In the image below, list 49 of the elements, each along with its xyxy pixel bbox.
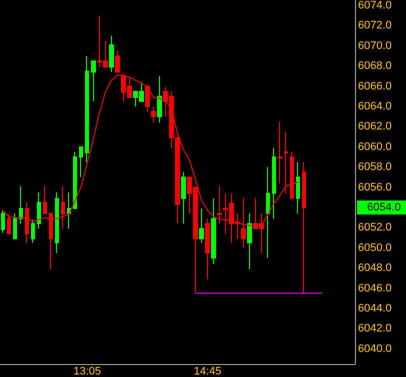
candlestick xyxy=(199,208,204,244)
y-tick-label: 6066.0 xyxy=(358,80,392,92)
candlestick xyxy=(290,151,294,199)
candlestick xyxy=(145,86,150,112)
candlestick xyxy=(91,60,96,102)
candlestick xyxy=(296,162,300,214)
candlestick xyxy=(211,198,216,265)
candlestick xyxy=(43,186,47,214)
x-tick-label: 14:45 xyxy=(194,366,222,377)
y-tick-label: 6058.0 xyxy=(358,161,392,174)
candlestick xyxy=(67,192,71,230)
candlestick xyxy=(272,147,276,220)
y-tick-label: 6072.0 xyxy=(358,20,392,32)
y-tick-label: 6068.0 xyxy=(358,60,392,72)
candlestick xyxy=(79,146,83,178)
candlestick xyxy=(73,151,77,209)
candlestick xyxy=(278,121,282,184)
y-tick-label: 6074.0 xyxy=(358,0,392,12)
y-tick-label: 6060.0 xyxy=(358,140,392,153)
candlestick xyxy=(115,50,120,73)
y-tick-label: 6050.0 xyxy=(358,242,392,254)
candlestick xyxy=(13,213,17,240)
y-tick-label: 6056.0 xyxy=(358,181,392,194)
y-tick-label: 6046.0 xyxy=(358,282,392,294)
candlestick xyxy=(302,162,306,294)
y-tick-label: 6062.0 xyxy=(358,120,392,133)
x-tick-label: 13:05 xyxy=(73,366,102,377)
candlestick xyxy=(31,219,35,244)
y-tick-label: 6048.0 xyxy=(358,262,392,274)
candlestick xyxy=(55,192,59,254)
text: 6054.0 xyxy=(367,201,401,214)
candlestick xyxy=(109,35,114,73)
candlestick xyxy=(19,186,23,224)
candlestick xyxy=(151,106,156,124)
y-tick-label: 6044.0 xyxy=(358,302,392,314)
candlestick xyxy=(284,131,288,194)
y-tick-label: 6064.0 xyxy=(358,100,392,112)
candlestick xyxy=(85,55,89,163)
y-tick-label: 6040.0 xyxy=(358,342,392,355)
candlestick xyxy=(157,76,162,124)
candlestick xyxy=(181,172,186,224)
candlestick xyxy=(247,213,252,270)
y-tick-label: 6070.0 xyxy=(358,40,392,52)
candlestick xyxy=(1,210,5,234)
candlestick xyxy=(37,192,41,230)
candlestick xyxy=(205,218,210,280)
candlestick xyxy=(266,166,270,258)
y-tick-label: 6052.0 xyxy=(358,222,392,234)
y-tick-label: 6042.0 xyxy=(358,322,392,335)
